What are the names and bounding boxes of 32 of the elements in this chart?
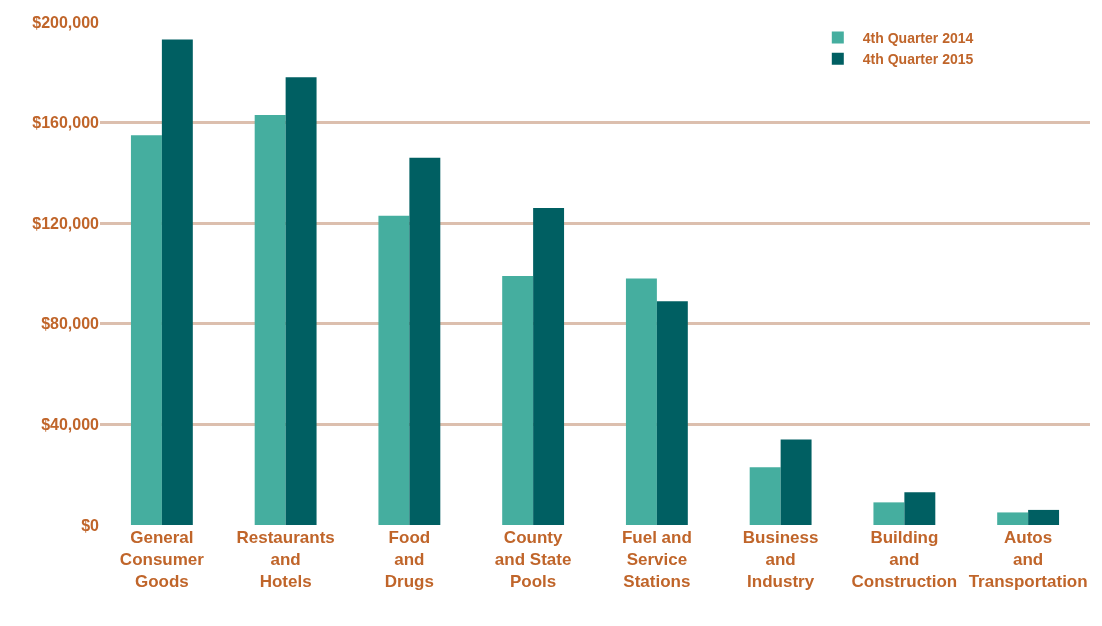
bar bbox=[254, 115, 286, 525]
x-tick-label: Business and Industry bbox=[742, 528, 819, 592]
bar bbox=[780, 439, 812, 525]
bar bbox=[130, 135, 162, 525]
x-tick-label: General Consumer Goods bbox=[119, 528, 205, 592]
y-tick-label: $40,000 bbox=[41, 416, 100, 433]
bar bbox=[1028, 509, 1060, 525]
bar bbox=[997, 512, 1029, 525]
y-tick-label: $0 bbox=[81, 516, 100, 534]
bar bbox=[656, 301, 688, 525]
bar bbox=[904, 492, 936, 525]
bar bbox=[533, 208, 565, 525]
y-tick-label: $80,000 bbox=[41, 315, 100, 333]
x-tick-label: Autos and Transportation bbox=[968, 528, 1088, 592]
x-tick-label: Building and Construction bbox=[851, 528, 958, 592]
bar bbox=[378, 215, 410, 525]
bar bbox=[749, 467, 781, 525]
legend-label: 4th Quarter 2014 bbox=[862, 30, 974, 47]
bar bbox=[161, 39, 193, 525]
y-tick-label: $160,000 bbox=[32, 114, 100, 132]
y-tick-label: $120,000 bbox=[32, 214, 100, 232]
x-tick-label: Restaurants and Hotels bbox=[236, 528, 335, 592]
y-tick-label: $200,000 bbox=[32, 13, 100, 31]
bar bbox=[873, 502, 905, 525]
bar bbox=[285, 77, 317, 525]
bar bbox=[409, 157, 441, 525]
x-tick-label: Fuel and Service Stations bbox=[621, 528, 692, 592]
bar bbox=[502, 276, 534, 525]
x-tick-label: Food and Drugs bbox=[384, 528, 434, 592]
legend-label: 4th Quarter 2015 bbox=[862, 51, 974, 68]
x-tick-label: County and State Pools bbox=[494, 528, 572, 592]
bar bbox=[625, 278, 657, 525]
